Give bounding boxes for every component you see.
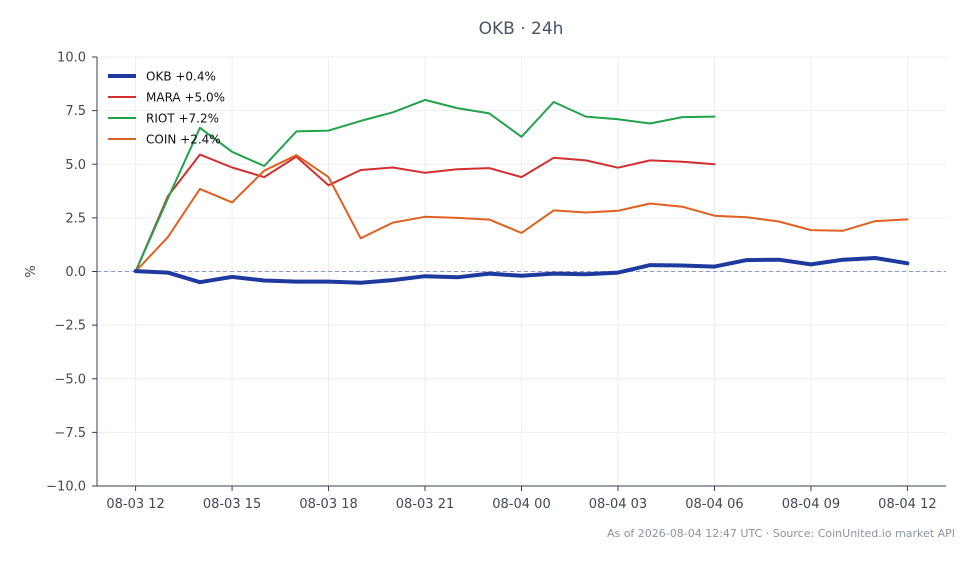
x-tick-label: 08-04 06 (685, 497, 743, 512)
grid (97, 56, 946, 487)
x-tick-label: 08-03 18 (299, 497, 357, 512)
y-tick-label: 7.5 (65, 104, 86, 119)
y-tick-label: −7.5 (54, 426, 86, 441)
legend-entry: MARA +5.0% (146, 91, 225, 105)
y-axis-label: % (24, 265, 39, 277)
series-lines (133, 98, 910, 285)
x-tick-label: 08-03 21 (396, 497, 454, 512)
y-tick-label: 10.0 (57, 51, 86, 66)
legend: OKB +0.4% MARA +5.0% RIOT +7.2% COIN +2.4% (108, 70, 225, 147)
axes: −10.0 −7.5 −5.0 −2.5 0.0 2.5 5.0 7.5 10.0 08-03 1… (24, 51, 946, 512)
legend-entry: OKB +0.4% (146, 70, 216, 84)
y-tick-label: −5.0 (54, 372, 86, 387)
y-tick-label: 0.0 (65, 265, 86, 280)
x-tick-label: 08-04 03 (589, 497, 647, 512)
x-tick-label: 08-04 09 (782, 497, 840, 512)
y-tick-label: 5.0 (65, 158, 86, 173)
legend-entry: RIOT +7.2% (146, 112, 219, 126)
x-tick-label: 08-03 12 (106, 497, 164, 512)
legend-entry: COIN +2.4% (146, 133, 221, 147)
series-line (134, 98, 716, 273)
x-tick-label: 08-04 12 (878, 497, 936, 512)
x-tick-label: 08-03 15 (203, 497, 261, 512)
x-tick-label: 08-04 00 (492, 497, 550, 512)
y-tick-label: 2.5 (65, 211, 86, 226)
y-tick-label: −10.0 (46, 480, 86, 495)
y-tick-label: −2.5 (54, 319, 86, 334)
series-line (134, 153, 716, 273)
series-line (133, 256, 910, 285)
chart-title: OKB · 24h (478, 19, 564, 39)
source-footer: As of 2026-08-04 12:47 UTC · Source: Coi… (606, 527, 955, 540)
series-line (134, 154, 909, 273)
